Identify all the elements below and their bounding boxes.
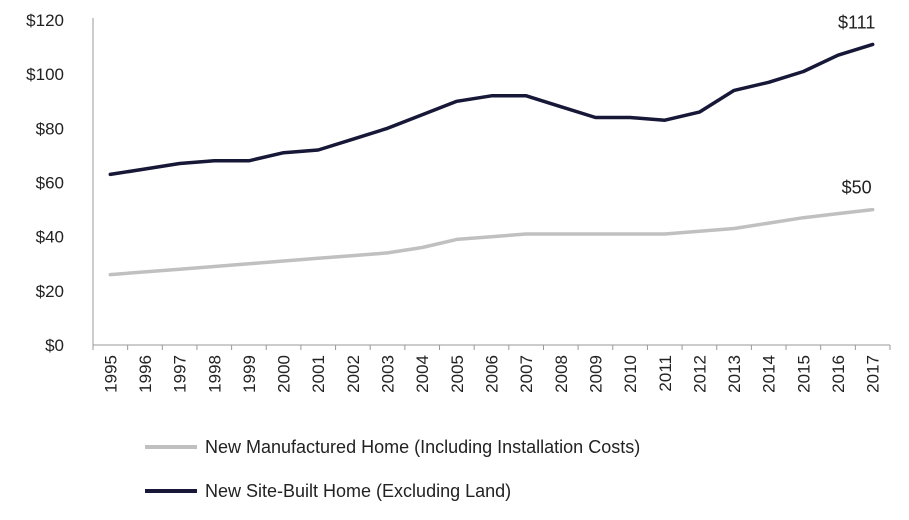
x-tick-label: 1995 [101, 355, 120, 393]
y-tick-label: $40 [36, 228, 64, 247]
x-tick-label: 1997 [171, 355, 190, 393]
x-tick-label: 2014 [760, 355, 779, 393]
x-tick-label: 2010 [621, 355, 640, 393]
x-tick-label: 2001 [309, 355, 328, 393]
x-tick-label: 1996 [136, 355, 155, 393]
x-tick-label: 2008 [552, 355, 571, 393]
series-line-site-built [108, 42, 875, 177]
x-tick-label: 2015 [794, 355, 813, 393]
legend-swatch-manufactured [145, 445, 197, 449]
x-tick-label: 2003 [379, 355, 398, 393]
legend: New Manufactured Home (Including Install… [145, 432, 640, 520]
x-tick-label: 2009 [586, 355, 605, 393]
x-tick-label: 2004 [413, 355, 432, 393]
y-tick-label: $0 [45, 336, 64, 355]
legend-item-manufactured: New Manufactured Home (Including Install… [145, 432, 640, 462]
y-tick-label: $80 [36, 119, 64, 138]
x-tick-label: 2007 [517, 355, 536, 393]
x-tick-label: 2006 [483, 355, 502, 393]
legend-swatch-site-built [145, 489, 197, 493]
chart-container: $0 $20 $40 $60 $80 $100 $120 1995 1996 1997 1998 19… [26, 11, 891, 501]
y-tick-label: $20 [36, 282, 64, 301]
line-chart: $0 $20 $40 $60 $80 $100 $120 1995 1996 1997 1998 19… [26, 11, 891, 393]
x-tick-label: 2017 [864, 355, 883, 393]
x-tick-label: 1998 [205, 355, 224, 393]
x-tick-label: 2005 [448, 355, 467, 393]
x-tick-label: 1999 [240, 355, 259, 393]
x-tick-label: 2013 [725, 355, 744, 393]
legend-label-site-built: New Site-Built Home (Excluding Land) [205, 480, 512, 501]
y-tick-label: $120 [26, 11, 64, 30]
x-tick-label: 2012 [690, 355, 709, 393]
x-tick-label: 2002 [344, 355, 363, 393]
x-tick-label: 2011 [656, 355, 675, 392]
legend-label-manufactured: New Manufactured Home (Including Install… [205, 436, 641, 457]
series-line-manufactured [108, 207, 875, 277]
x-tick-label: 2016 [829, 355, 848, 393]
end-label-site-built: $111 [838, 12, 875, 32]
y-tick-label: $60 [36, 174, 64, 193]
y-tick-label: $100 [26, 65, 64, 84]
legend-item-site-built: New Site-Built Home (Excluding Land) [145, 476, 640, 506]
end-label-manufactured: $50 [842, 178, 872, 198]
x-tick-label: 2000 [275, 355, 294, 393]
